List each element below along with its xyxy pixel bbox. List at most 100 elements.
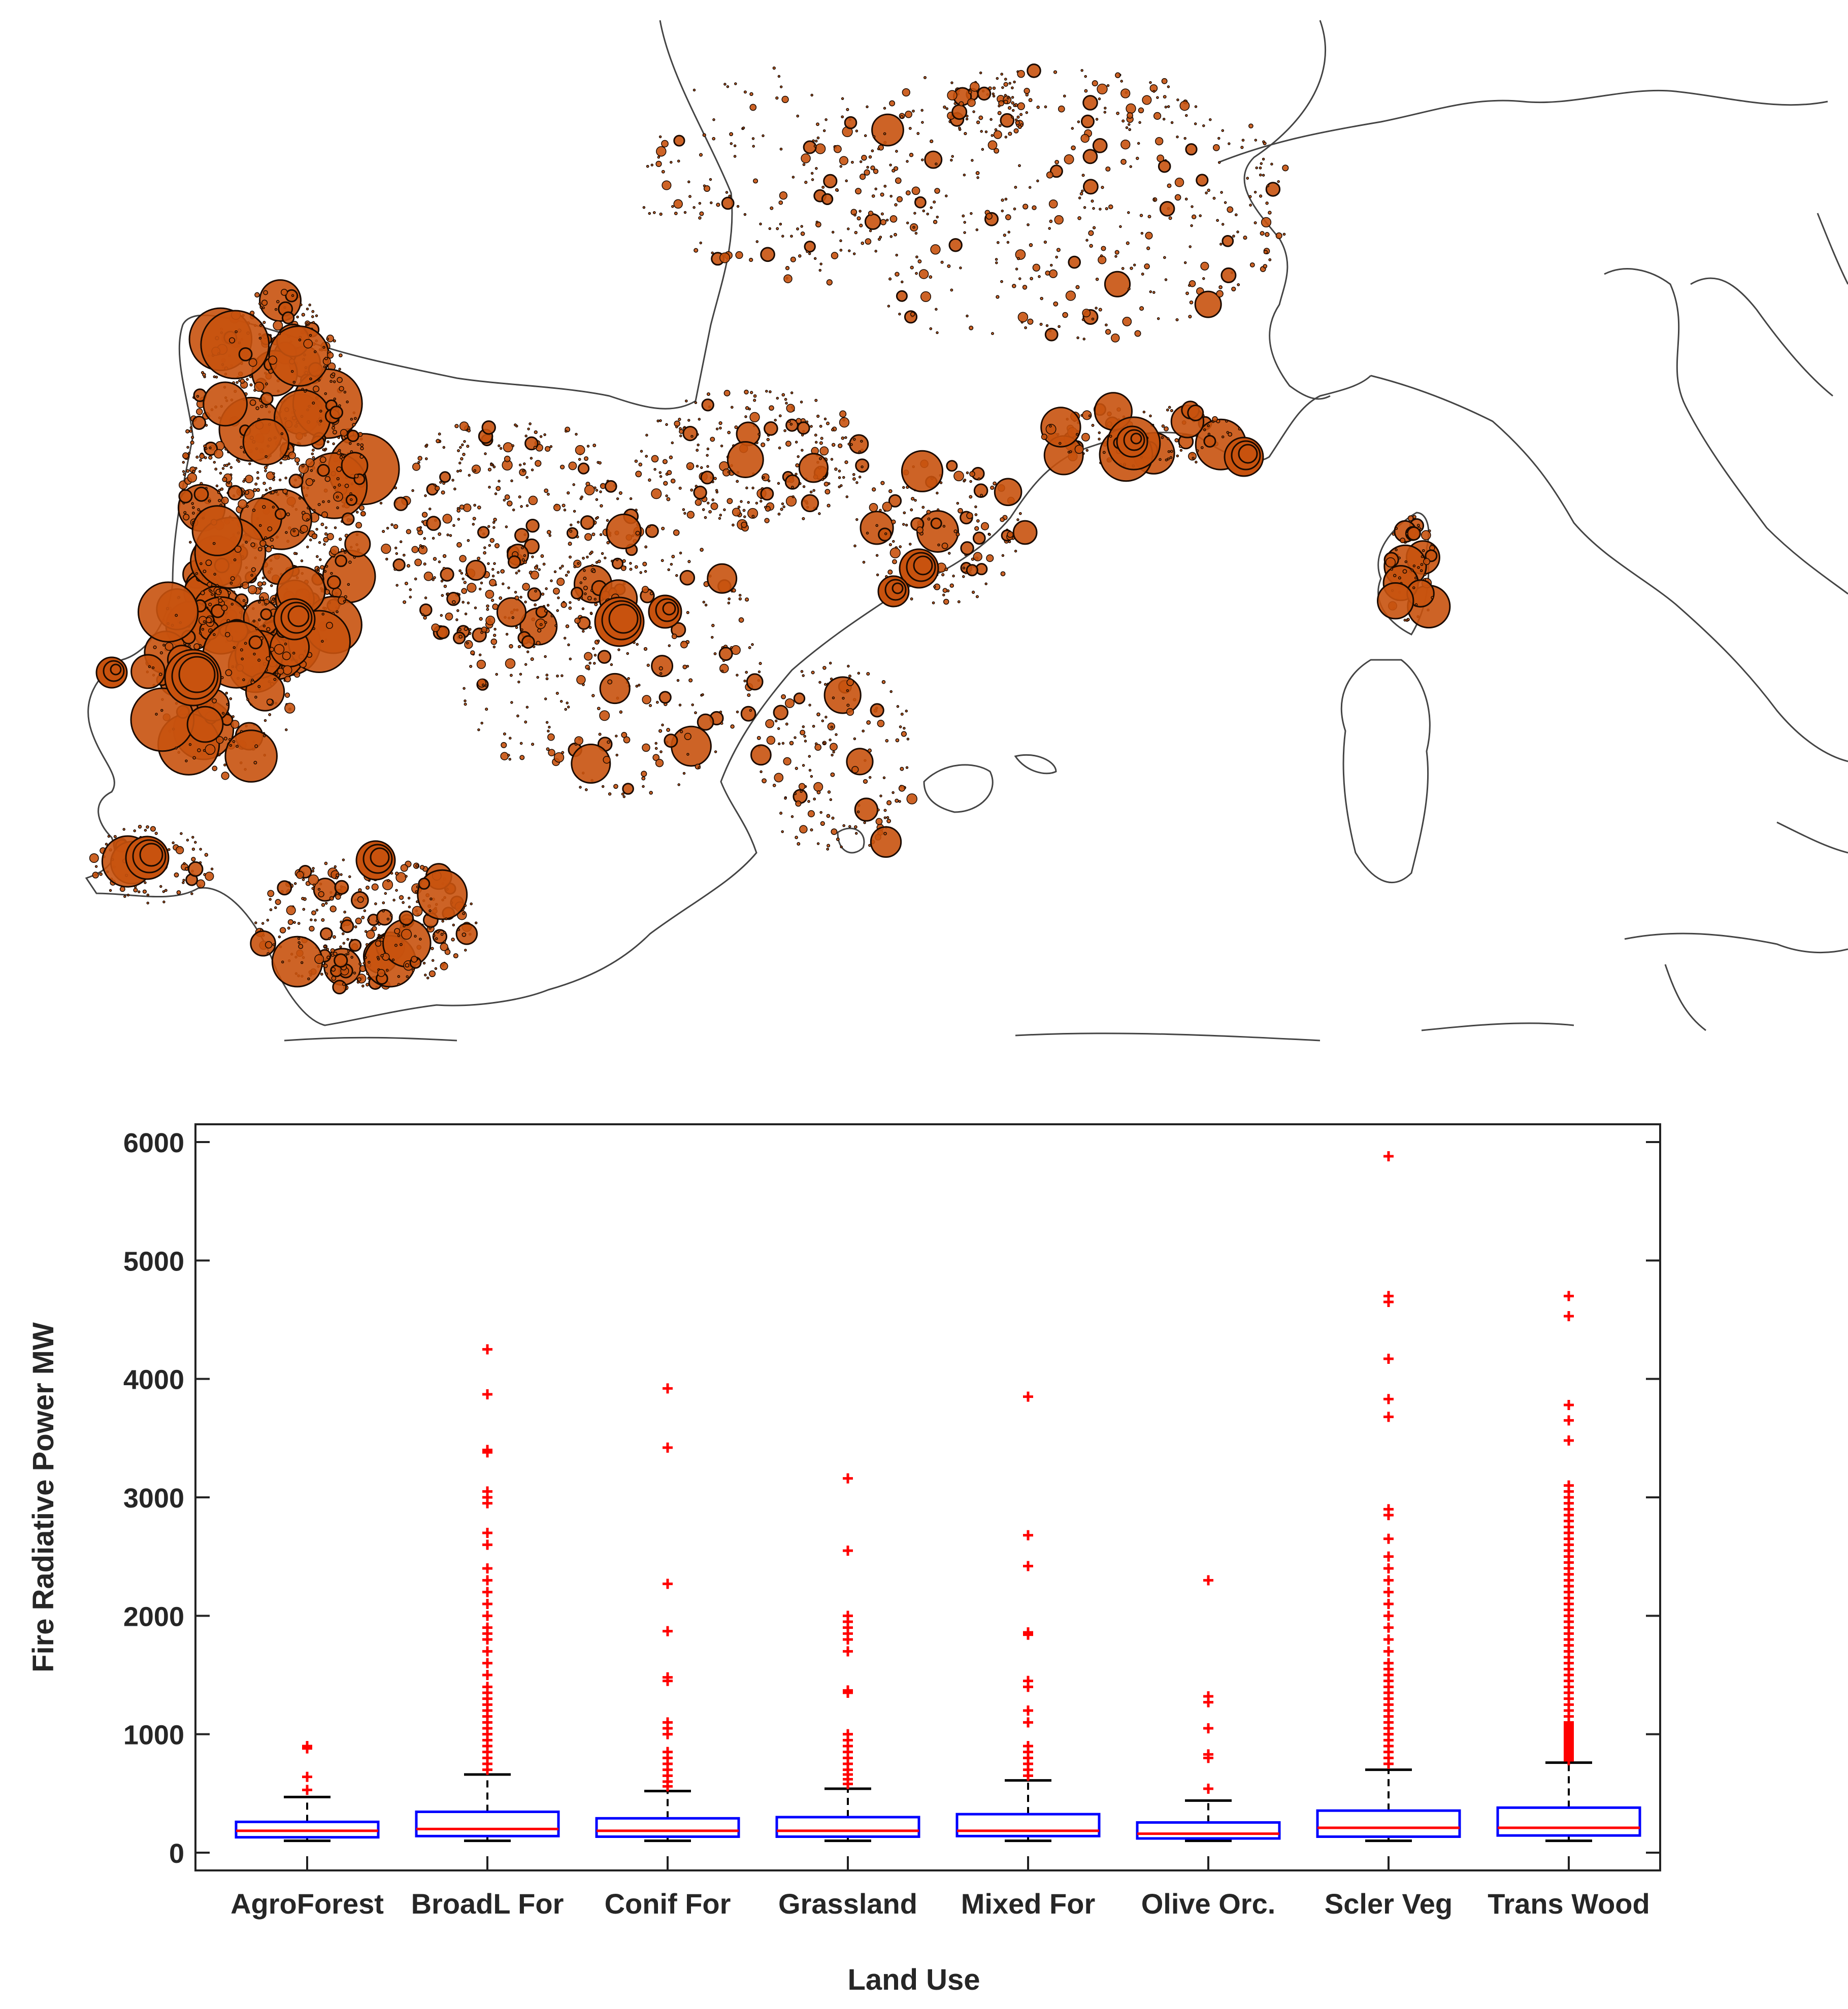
- fire-marker: [1049, 219, 1053, 223]
- fire-marker: [906, 738, 910, 741]
- fire-marker: [1270, 162, 1273, 166]
- fire-marker: [203, 620, 206, 623]
- fire-marker: [1393, 574, 1397, 578]
- fire-marker: [525, 518, 540, 533]
- fire-marker: [1119, 225, 1122, 228]
- fire-marker: [1253, 190, 1257, 194]
- fire-marker: [989, 118, 993, 121]
- fire-marker: [340, 920, 343, 924]
- fire-marker: [896, 705, 900, 708]
- fire-marker: [870, 165, 875, 171]
- fire-marker: [574, 617, 581, 624]
- fire-marker: [841, 97, 844, 101]
- fire-marker: [322, 448, 325, 451]
- fire-marker: [684, 732, 691, 741]
- fire-marker: [565, 429, 568, 433]
- fire-marker: [251, 567, 256, 573]
- fire-marker: [807, 810, 815, 818]
- fire-marker: [424, 596, 427, 599]
- fire-marker: [431, 959, 435, 962]
- fire-marker: [750, 744, 772, 766]
- fire-marker: [732, 588, 736, 593]
- fire-marker: [991, 332, 994, 336]
- fire-marker: [395, 552, 399, 555]
- fire-marker: [354, 925, 357, 929]
- fire-marker: [606, 541, 610, 545]
- fire-marker: [844, 460, 848, 464]
- outlier-marker: [482, 1563, 492, 1573]
- fire-marker: [707, 563, 738, 594]
- fire-marker: [142, 889, 147, 894]
- fire-marker: [906, 221, 909, 224]
- fire-marker: [1115, 72, 1121, 78]
- fire-marker: [436, 930, 440, 933]
- outlier-marker: [843, 1546, 853, 1556]
- fire-marker: [661, 559, 664, 562]
- fire-marker: [451, 600, 456, 605]
- fire-marker: [367, 918, 370, 921]
- fire-marker: [766, 735, 776, 745]
- fire-marker: [683, 512, 686, 515]
- fire-marker: [568, 555, 572, 559]
- fire-marker: [233, 558, 237, 561]
- fire-marker: [922, 209, 926, 213]
- fire-marker: [730, 646, 733, 649]
- fire-marker: [359, 454, 364, 459]
- fire-marker: [331, 372, 336, 377]
- fire-marker: [583, 456, 589, 461]
- fire-marker: [462, 452, 466, 456]
- fire-marker: [800, 225, 803, 228]
- fire-marker: [1018, 277, 1021, 280]
- fire-marker: [1174, 194, 1181, 201]
- fire-marker: [1275, 232, 1282, 239]
- fire-marker: [183, 511, 187, 514]
- fire-marker: [727, 430, 731, 434]
- fire-marker: [854, 832, 858, 835]
- fire-marker-large: [913, 555, 933, 576]
- fire-marker: [745, 486, 748, 490]
- fire-marker: [1082, 95, 1098, 111]
- outlier-marker: [843, 1685, 853, 1696]
- fire-marker: [650, 163, 654, 166]
- fire-marker: [336, 610, 339, 614]
- fire-marker: [727, 441, 764, 478]
- fire-marker: [863, 821, 866, 824]
- fire-marker: [1050, 263, 1053, 267]
- fire-marker: [720, 444, 723, 448]
- fire-marker: [864, 169, 870, 176]
- fire-marker: [1126, 241, 1130, 245]
- fire-marker: [753, 178, 758, 184]
- fire-marker: [454, 424, 459, 428]
- fire-marker: [812, 724, 815, 728]
- fire-marker: [1262, 157, 1265, 161]
- fire-marker: [914, 196, 927, 209]
- fire-marker: [1207, 188, 1210, 192]
- fire-marker: [1395, 527, 1398, 530]
- fire-marker: [823, 174, 838, 188]
- fire-marker: [974, 505, 977, 509]
- fire-marker: [520, 628, 523, 631]
- fire-marker: [968, 90, 972, 94]
- fire-marker: [323, 945, 327, 948]
- fire-marker: [440, 614, 443, 617]
- y-tick-label: 2000: [123, 1601, 184, 1632]
- fire-marker: [356, 443, 360, 446]
- fire-marker: [282, 651, 291, 660]
- fire-marker: [909, 543, 912, 546]
- fire-marker: [561, 564, 564, 568]
- fire-marker: [431, 623, 440, 632]
- x-axis: AgroForest BroadL For Conif For Grassland Mi…: [230, 1856, 1650, 1920]
- fire-marker: [441, 920, 444, 923]
- fire-marker: [855, 188, 862, 195]
- fire-marker: [723, 390, 731, 396]
- fire-marker: [641, 776, 646, 781]
- fire-marker: [461, 588, 468, 594]
- fire-marker: [389, 914, 393, 917]
- fire-marker: [1016, 115, 1020, 119]
- fire-marker: [456, 542, 462, 548]
- fire-marker: [774, 719, 778, 723]
- fire-marker: [1431, 596, 1434, 599]
- fire-marker: [217, 491, 220, 494]
- fire-marker: [505, 658, 516, 669]
- fire-marker: [840, 484, 843, 487]
